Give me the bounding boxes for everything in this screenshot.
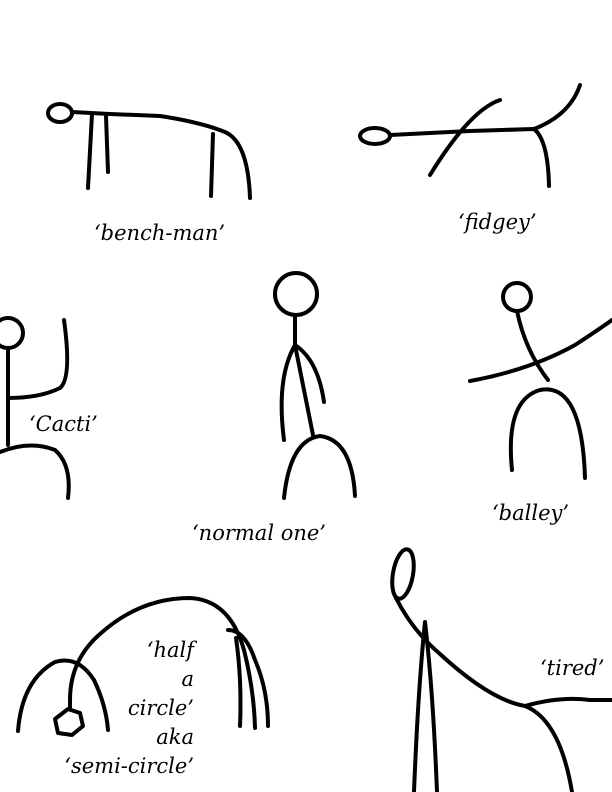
balley-body [515, 309, 550, 382]
fidgey-body [388, 127, 551, 188]
normal-one-figure [273, 271, 357, 500]
tired-legs [412, 620, 439, 792]
fidgey-leg [532, 83, 582, 131]
cacti-caption: ‘Cacti’ [29, 412, 98, 436]
normal-one-legs [282, 434, 357, 500]
half-circle-leg [226, 628, 270, 728]
bench-man-arm-back [104, 114, 110, 174]
half-circle-leg-inner [234, 636, 243, 728]
half-circle-head [53, 707, 85, 737]
tired-head [390, 547, 416, 601]
cacti-head [0, 316, 25, 350]
half-circle-caption-line-4: aka [156, 725, 194, 749]
half-circle-arm [16, 658, 110, 733]
half-circle-figure [16, 596, 270, 737]
balley-legs [508, 387, 587, 480]
cacti-leg [0, 443, 71, 500]
bench-man-figure [46, 102, 252, 200]
tired-caption: ‘tired’ [540, 656, 605, 680]
tired-arm [523, 696, 612, 708]
bench-man-body [70, 110, 252, 200]
fidgey-caption: ‘fidgey’ [458, 210, 537, 234]
normal-one-caption: ‘normal one’ [192, 521, 326, 545]
bench-man-leg [209, 132, 215, 198]
half-circle-caption: ‘half a circle’ aka ‘semi-circle’ [60, 636, 194, 781]
bench-man-caption: ‘bench-man’ [94, 221, 226, 245]
half-circle-caption-line-3: circle’ [127, 696, 194, 720]
fidgey-figure [358, 83, 582, 188]
cacti-figure [0, 316, 71, 500]
tired-figure [390, 547, 612, 792]
half-circle-caption-line-1: ‘half [146, 638, 194, 662]
balley-head [501, 281, 533, 313]
fidgey-arm [428, 98, 502, 177]
cacti-arm [6, 318, 70, 400]
normal-one-torso [293, 343, 315, 437]
bench-man-head [46, 102, 74, 124]
normal-one-head [273, 271, 319, 317]
bench-man-arm-front [86, 112, 94, 190]
balley-arm [468, 318, 612, 383]
half-circle-caption-line-2: a [181, 667, 194, 691]
tired-body [394, 596, 574, 792]
fidgey-head [358, 126, 392, 146]
balley-caption: ‘balley’ [492, 501, 570, 525]
balley-figure [468, 281, 612, 480]
half-circle-body [68, 596, 257, 730]
half-circle-caption-line-5: ‘semi-circle’ [64, 754, 194, 778]
